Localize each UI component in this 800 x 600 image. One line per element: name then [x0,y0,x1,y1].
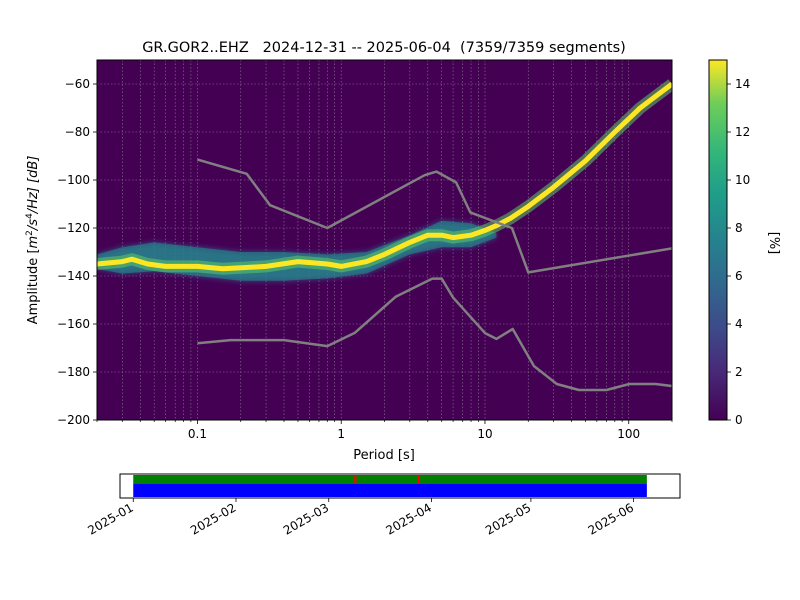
colorbar-tick-label: 0 [735,413,743,427]
y-tick-label: −180 [57,365,90,379]
timeline-tick-label: 2025-01 [85,500,135,537]
noise-model-lines [197,158,672,392]
colorbar-tick-label: 10 [735,173,750,187]
y-tick-label: −120 [57,221,90,235]
x-tick-label: 100 [617,427,640,441]
colorbar-tick-label: 6 [735,269,743,283]
noise-model-nlnm [197,277,672,392]
colorbar: 0 2 4 6 8 10 12 14 [%] [708,59,781,427]
y-tick-label: −160 [57,317,90,331]
y-tick-label: −100 [57,173,90,187]
timeline-frame [119,473,681,499]
chart-title: GR.GOR2..EHZ 2024-12-31 -- 2025-06-04 (7… [142,40,626,56]
colorbar-tick-label: 2 [735,365,743,379]
y-label-s: /s [26,219,41,231]
timeline-coverage-upper [133,475,647,484]
timeline-tick-label: 2025-04 [384,500,434,537]
y-axis-label: Amplitude [m2/s4/Hz] [dB] [25,156,41,325]
x-tick-label: 1 [337,427,345,441]
colorbar-label: [%] [766,232,781,255]
x-tick-label: 0.1 [188,427,207,441]
y-label-m-exp: 2 [25,230,35,236]
y-label-s-exp: 4 [25,213,35,219]
mode-curve [97,79,672,275]
x-axis-label: Period [s] [353,448,415,463]
y-tick-label: −60 [65,77,90,91]
timeline-tick-label: 2025-06 [586,500,636,537]
timeline-bars [133,475,647,497]
y-label-suffix: /Hz] [dB] [26,156,41,215]
timeline-gap-mark [417,475,420,484]
y-label-m: m [26,236,41,249]
timeline-tick-label: 2025-02 [188,500,238,537]
timeline-ticks: 2025-01 2025-02 2025-03 2025-04 2025-05 2025-… [85,498,636,538]
colorbar-tick-label: 8 [735,221,743,235]
x-tick-label: 10 [477,427,492,441]
timeline-tick-label: 2025-03 [281,500,331,537]
plot-area [96,59,673,421]
colorbar-tick-label: 12 [735,125,750,139]
grid-lines [97,60,672,420]
y-tick-label: −200 [57,413,90,427]
timeline-gap-mark [354,475,357,484]
y-label-prefix: Amplitude [ [26,248,41,324]
timeline-coverage-lower [133,484,647,497]
y-axis: −200 −180 −160 −140 −120 −100 −80 −60 [57,77,97,427]
colorbar-tick-label: 14 [735,77,750,91]
mode-curve-line [97,82,672,272]
timeline-axis: 2025-01 2025-02 2025-03 2025-04 2025-05 2025-… [85,473,681,538]
colorbar-tick-label: 4 [735,317,743,331]
colorbar-gradient [708,59,728,421]
timeline-tick-label: 2025-05 [483,500,533,537]
colorbar-ticks: 0 2 4 6 8 10 12 14 [727,77,750,427]
x-axis: 0.1 1 10 100 [96,420,673,441]
y-tick-label: −80 [65,125,90,139]
noise-model-nhnm [197,158,672,274]
y-tick-label: −140 [57,269,90,283]
